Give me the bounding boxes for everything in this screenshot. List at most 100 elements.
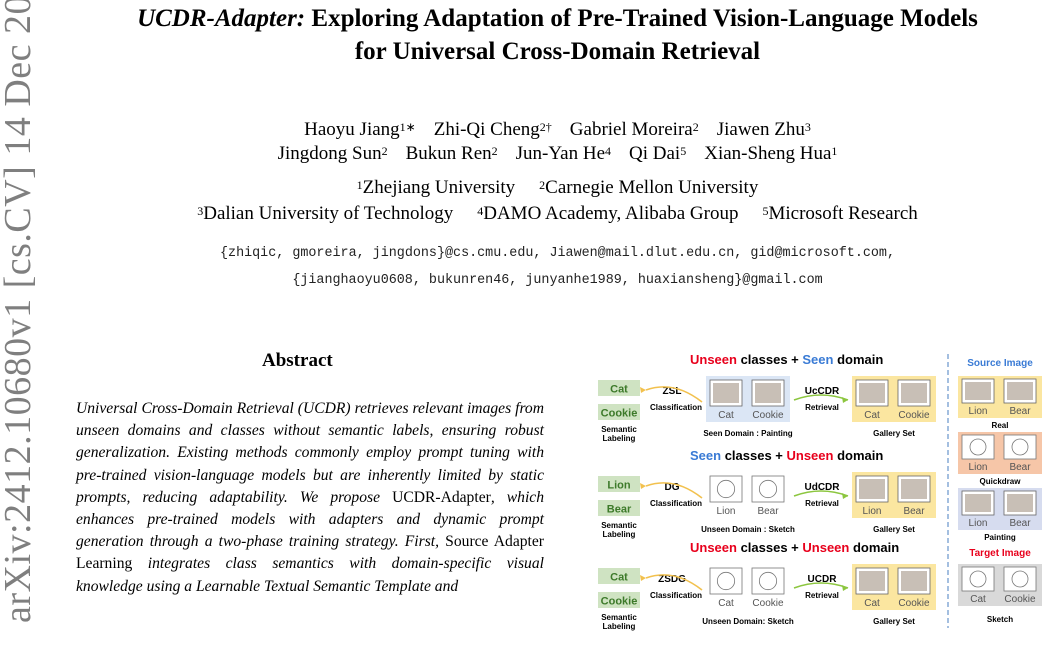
scenario-header-part: Seen xyxy=(802,352,833,367)
classification-label: Classification xyxy=(650,403,702,412)
target-image-title: Target Image xyxy=(969,548,1031,559)
scenario-header: Seen classes + Unseen domain xyxy=(690,448,883,463)
scenario-header-part: Unseen xyxy=(802,540,849,555)
classification-arrow xyxy=(645,482,703,499)
class-label-box xyxy=(598,404,640,420)
class-label: Lion xyxy=(607,480,630,492)
query-item-label: Cookie xyxy=(752,598,784,609)
gallery-caption: Gallery Set xyxy=(873,525,915,534)
classification-arrow-head xyxy=(640,387,646,393)
scenario-header-part: Unseen xyxy=(787,448,834,463)
semantic-labeling-text: Semantic xyxy=(601,613,637,622)
gallery-thumb-image xyxy=(901,479,927,499)
source-thumb-image xyxy=(965,494,991,512)
retrieval-arrow-head xyxy=(842,397,848,403)
teaser-figure-svg: Unseen classes + Seen domain Cat Cookie Sem… xyxy=(598,352,1042,631)
source-domain-caption: Real xyxy=(992,421,1009,430)
paper-title-line1: UCDR-Adapter: Exploring Adaptation of Pr… xyxy=(60,2,1055,35)
gallery-item-label: Lion xyxy=(863,506,882,517)
source-thumb-sketch xyxy=(969,438,987,456)
author-name: Jingdong Sun2 xyxy=(277,143,388,164)
arxiv-stamp: arXiv:2412.10680v1 [cs.CV] 14 Dec 2024 xyxy=(0,0,39,623)
query-thumb-frame xyxy=(751,567,785,595)
scenario-header-part: domain xyxy=(833,352,883,367)
target-thumb-frame xyxy=(961,566,995,592)
source-item-label: Bear xyxy=(1009,462,1031,473)
affiliation-row-1: 1Zhejiang University 2Carnegie Mellon Uni… xyxy=(60,176,1055,200)
gallery-thumb-image xyxy=(859,383,885,403)
query-thumb-frame xyxy=(709,567,743,595)
gallery-caption: Gallery Set xyxy=(873,617,915,626)
query-domain-caption: Unseen Domain: Sketch xyxy=(702,617,794,626)
task-name: ZSDG xyxy=(658,574,686,585)
retrieval-label: Retrieval xyxy=(805,403,839,412)
abstract-term-source-adapter: Source Adapter Learning xyxy=(76,533,544,573)
query-item-label: Cat xyxy=(718,410,734,421)
task-name: ZSL xyxy=(663,386,682,397)
scenario-header-part: classes + xyxy=(737,352,802,367)
author-name: Xian-Sheng Hua1 xyxy=(704,143,838,164)
retrieval-arrow xyxy=(793,490,849,497)
classification-arrow xyxy=(645,386,703,403)
scenario-header-part: classes + xyxy=(737,540,802,555)
source-item-label: Bear xyxy=(1009,518,1031,529)
semantic-labeling-text: Labeling xyxy=(603,530,636,539)
target-thumb-sketch xyxy=(969,570,987,588)
semantic-labeling-text: Semantic xyxy=(601,425,637,434)
query-item-label: Cookie xyxy=(752,410,784,421)
title-method-name: UCDR-Adapter: xyxy=(137,5,306,32)
retrieval-task-name: UdCDR xyxy=(805,482,841,493)
class-label-box xyxy=(598,380,640,396)
source-item-label: Bear xyxy=(1009,406,1031,417)
class-label: Cookie xyxy=(601,408,638,420)
affiliation-name: 2Carnegie Mellon University xyxy=(539,177,759,198)
source-image-title: Source Image xyxy=(967,358,1033,369)
query-thumb-sketch xyxy=(716,479,736,499)
source-item-label: Lion xyxy=(969,462,988,473)
query-item-label: Lion xyxy=(717,506,736,517)
class-label: Cookie xyxy=(601,596,638,608)
email-line-1: {zhiqic, gmoreira, jingdons}@cs.cmu.edu,… xyxy=(220,246,895,261)
author-row-1: Haoyu Jiang1∗ Zhi-Qi Cheng2† Gabriel Morei… xyxy=(60,118,1055,142)
abstract-heading: Abstract xyxy=(262,350,333,371)
author-name: Qi Dai5 xyxy=(629,143,687,164)
scenario-header-part: domain xyxy=(833,448,883,463)
author-name: Zhi-Qi Cheng2† xyxy=(433,119,552,140)
source-domain-caption: Painting xyxy=(984,533,1016,542)
scenario-header: Unseen classes + Seen domain xyxy=(690,352,883,367)
source-item-label: Lion xyxy=(969,518,988,529)
retrieval-task-name: UCDR xyxy=(808,574,838,585)
abstract-text-3: integrates class semantics with domain-s… xyxy=(76,555,544,595)
target-thumb-frame xyxy=(1003,566,1037,592)
abstract-body: Universal Cross-Domain Retrieval (UCDR) … xyxy=(76,398,544,598)
scenario-header-part: Unseen xyxy=(690,352,737,367)
affiliation-row-2: 3Dalian University of Technology 4DAMO Ac… xyxy=(60,202,1055,226)
query-thumb-sketch xyxy=(758,479,778,499)
source-thumb-image xyxy=(965,382,991,400)
retrieval-arrow-head xyxy=(842,585,848,591)
class-label: Cat xyxy=(610,572,628,584)
email-line-2: {jianghaoyu0608, bukunren46, junyanhe198… xyxy=(292,273,823,288)
scenario-header-part: Unseen xyxy=(690,540,737,555)
teaser-figure: Unseen classes + Seen domain Cat Cookie Sem… xyxy=(590,350,1050,632)
query-domain-caption: Unseen Domain : Sketch xyxy=(701,525,795,534)
gallery-item-label: Bear xyxy=(903,506,925,517)
target-item-label: Cookie xyxy=(1004,594,1036,605)
query-thumb-sketch xyxy=(716,571,736,591)
class-label-box xyxy=(598,500,640,516)
query-item-label: Bear xyxy=(757,506,779,517)
paper-title-line2: for Universal Cross-Domain Retrieval xyxy=(354,38,761,65)
source-item-label: Lion xyxy=(969,406,988,417)
retrieval-arrow xyxy=(793,394,849,401)
query-item-label: Cat xyxy=(718,598,734,609)
retrieval-arrow-head xyxy=(842,493,848,499)
semantic-labeling-text: Labeling xyxy=(603,622,636,631)
retrieval-label: Retrieval xyxy=(805,499,839,508)
classification-arrow xyxy=(645,574,703,591)
author-name: Haoyu Jiang1∗ xyxy=(304,119,416,140)
gallery-item-label: Cookie xyxy=(898,410,930,421)
class-label: Bear xyxy=(607,504,632,516)
classification-label: Classification xyxy=(650,499,702,508)
semantic-labeling-text: Semantic xyxy=(601,521,637,530)
class-label-box xyxy=(598,568,640,584)
